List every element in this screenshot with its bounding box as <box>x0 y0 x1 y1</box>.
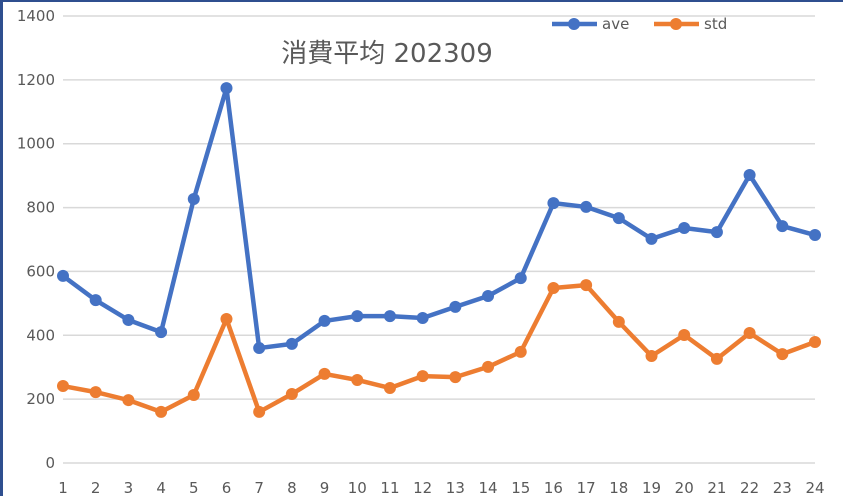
x-tick-label: 22 <box>740 479 759 496</box>
y-tick-label: 800 <box>26 199 55 217</box>
data-point-marker <box>318 314 331 327</box>
data-point-marker <box>122 313 135 326</box>
y-tick-label: 1200 <box>17 71 55 89</box>
data-point-marker <box>57 380 69 393</box>
data-point-marker <box>383 381 396 394</box>
x-axis: 1 2 3 4 5 6 7 8 9 10 11 12 13 14 15 16 17 18 19 20 21 22 23 24 <box>58 479 824 496</box>
data-point-marker <box>383 310 396 323</box>
data-point-marker <box>155 326 168 339</box>
data-point-marker <box>351 373 364 386</box>
data-point-marker <box>220 313 233 326</box>
x-tick-label: 17 <box>577 479 596 496</box>
data-point-marker <box>776 220 789 233</box>
x-tick-label: 5 <box>189 479 199 496</box>
data-point-marker <box>220 82 233 95</box>
x-tick-label: 1 <box>58 479 68 496</box>
x-tick-label: 12 <box>413 479 432 496</box>
y-tick-label: 1000 <box>17 135 55 153</box>
data-point-marker <box>645 350 658 363</box>
data-point-marker <box>580 200 593 213</box>
legend-label: std <box>704 15 727 33</box>
y-tick-label: 400 <box>26 326 55 344</box>
data-point-marker <box>645 232 658 245</box>
data-point-marker <box>710 352 723 365</box>
y-tick-label: 600 <box>26 262 55 280</box>
x-tick-label: 18 <box>609 479 628 496</box>
data-point-marker <box>547 282 560 295</box>
series-line <box>61 85 816 351</box>
data-point-marker <box>57 269 69 282</box>
data-point-marker <box>449 371 462 384</box>
data-point-marker <box>449 300 462 313</box>
data-point-marker <box>285 337 298 350</box>
data-point-marker <box>187 192 200 205</box>
series-line <box>62 282 816 415</box>
x-tick-label: 6 <box>222 479 232 496</box>
x-tick-label: 24 <box>805 479 824 496</box>
data-point-marker <box>612 212 625 225</box>
x-tick-label: 14 <box>478 479 497 496</box>
data-point-marker <box>155 405 168 418</box>
data-point-marker <box>482 290 495 303</box>
gridlines <box>63 15 815 464</box>
x-tick-label: 13 <box>446 479 465 496</box>
legend-label: ave <box>602 15 629 33</box>
legend-marker-icon <box>670 18 682 30</box>
data-point-marker <box>187 388 200 401</box>
y-tick-label: 200 <box>26 390 55 408</box>
data-point-marker <box>482 360 495 373</box>
data-point-marker <box>122 394 135 407</box>
y-tick-label: 0 <box>45 454 55 472</box>
data-point-marker <box>253 342 266 355</box>
data-point-marker <box>809 229 821 242</box>
series-std <box>57 279 821 418</box>
x-tick-label: 2 <box>91 479 101 496</box>
x-tick-label: 21 <box>707 479 726 496</box>
x-tick-label: 11 <box>380 479 399 496</box>
x-tick-label: 10 <box>348 479 367 496</box>
data-point-marker <box>678 328 691 341</box>
data-point-marker <box>416 312 429 325</box>
legend-item-ave: ave <box>552 15 629 33</box>
data-point-marker <box>416 370 429 383</box>
chart-title: 消費平均 202309 <box>281 39 493 69</box>
data-point-marker <box>514 345 527 358</box>
data-point-marker <box>809 335 821 348</box>
y-axis: 0 200 400 600 800 1000 1200 1400 <box>17 7 55 472</box>
data-point-marker <box>89 386 102 399</box>
data-point-marker <box>89 294 102 307</box>
x-tick-label: 7 <box>254 479 264 496</box>
data-point-marker <box>253 405 266 418</box>
x-tick-label: 4 <box>156 479 166 496</box>
data-point-marker <box>351 310 364 323</box>
data-point-marker <box>612 315 625 328</box>
data-point-marker <box>547 197 560 210</box>
legend-marker-icon <box>568 18 580 30</box>
legend-item-std: std <box>654 15 727 33</box>
data-point-marker <box>580 279 593 292</box>
legend: ave std <box>552 15 727 33</box>
x-tick-label: 23 <box>773 479 792 496</box>
x-tick-label: 15 <box>511 479 530 496</box>
data-point-marker <box>318 367 331 380</box>
data-point-marker <box>776 348 789 361</box>
x-tick-label: 16 <box>544 479 563 496</box>
data-point-marker <box>285 388 298 401</box>
series-lines <box>57 82 821 418</box>
x-tick-label: 8 <box>287 479 297 496</box>
x-tick-label: 20 <box>675 479 694 496</box>
data-point-marker <box>743 327 756 340</box>
data-point-marker <box>743 169 756 182</box>
x-tick-label: 3 <box>124 479 134 496</box>
x-tick-label: 9 <box>320 479 330 496</box>
data-point-marker <box>678 222 691 235</box>
x-tick-label: 19 <box>642 479 661 496</box>
y-tick-label: 1400 <box>17 7 55 25</box>
series-ave <box>57 82 821 355</box>
data-point-marker <box>710 226 723 239</box>
data-point-marker <box>514 272 527 285</box>
